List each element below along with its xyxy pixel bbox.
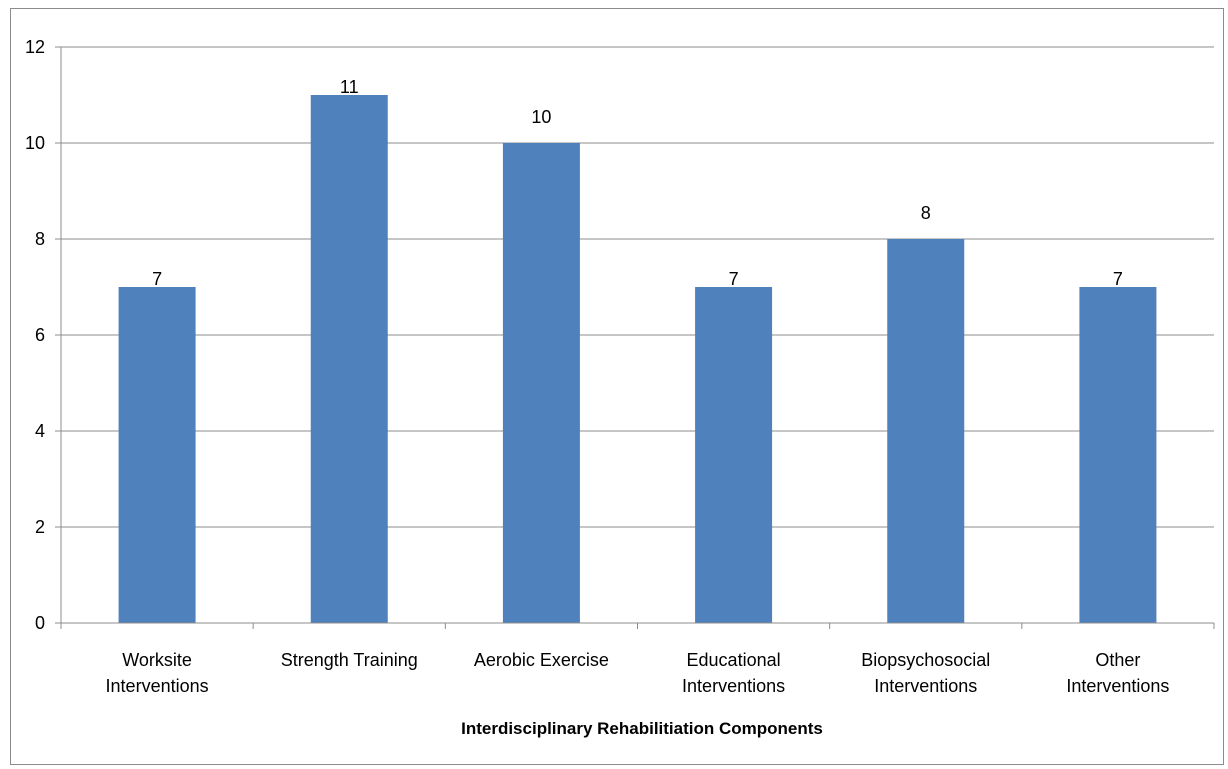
bar bbox=[1079, 287, 1157, 623]
bar bbox=[118, 287, 196, 623]
bar bbox=[502, 143, 580, 623]
bar bbox=[887, 239, 965, 623]
y-tick-label: 10 bbox=[25, 133, 45, 153]
y-tick-label: 2 bbox=[35, 517, 45, 537]
data-label: 7 bbox=[729, 269, 739, 289]
x-tick-label: Interventions bbox=[682, 676, 785, 696]
y-tick-label: 6 bbox=[35, 325, 45, 345]
x-axis-title: Interdisciplinary Rehabilitiation Compon… bbox=[461, 719, 823, 738]
x-tick-label: Interventions bbox=[106, 676, 209, 696]
data-label: 10 bbox=[531, 107, 551, 127]
y-tick-label: 8 bbox=[35, 229, 45, 249]
x-tick-label: Biopsychosocial bbox=[861, 650, 990, 670]
x-tick-label: Interventions bbox=[874, 676, 977, 696]
x-tick-label: Worksite bbox=[122, 650, 192, 670]
data-label: 7 bbox=[1113, 269, 1123, 289]
gridlines bbox=[61, 46, 1214, 528]
x-tick-label: Aerobic Exercise bbox=[474, 650, 609, 670]
data-label: 11 bbox=[340, 77, 359, 97]
x-tick-label: Strength Training bbox=[281, 650, 418, 670]
labels: 0 2 4 6 8 10 12 7 Worksite Interventions 11 Strengt… bbox=[25, 37, 1169, 696]
x-tick-label: Other bbox=[1095, 650, 1140, 670]
x-tick-label: Educational bbox=[687, 650, 781, 670]
bars bbox=[118, 95, 1157, 623]
y-tick-label: 4 bbox=[35, 421, 45, 441]
bar bbox=[695, 287, 773, 623]
y-tick-label: 12 bbox=[25, 37, 45, 57]
y-tick-label: 0 bbox=[35, 613, 45, 633]
axes bbox=[55, 46, 1215, 629]
bar bbox=[310, 95, 388, 623]
x-tick-label: Interventions bbox=[1066, 676, 1169, 696]
chart-frame bbox=[10, 8, 1224, 765]
data-label: 7 bbox=[152, 269, 162, 289]
data-label: 8 bbox=[921, 203, 931, 223]
